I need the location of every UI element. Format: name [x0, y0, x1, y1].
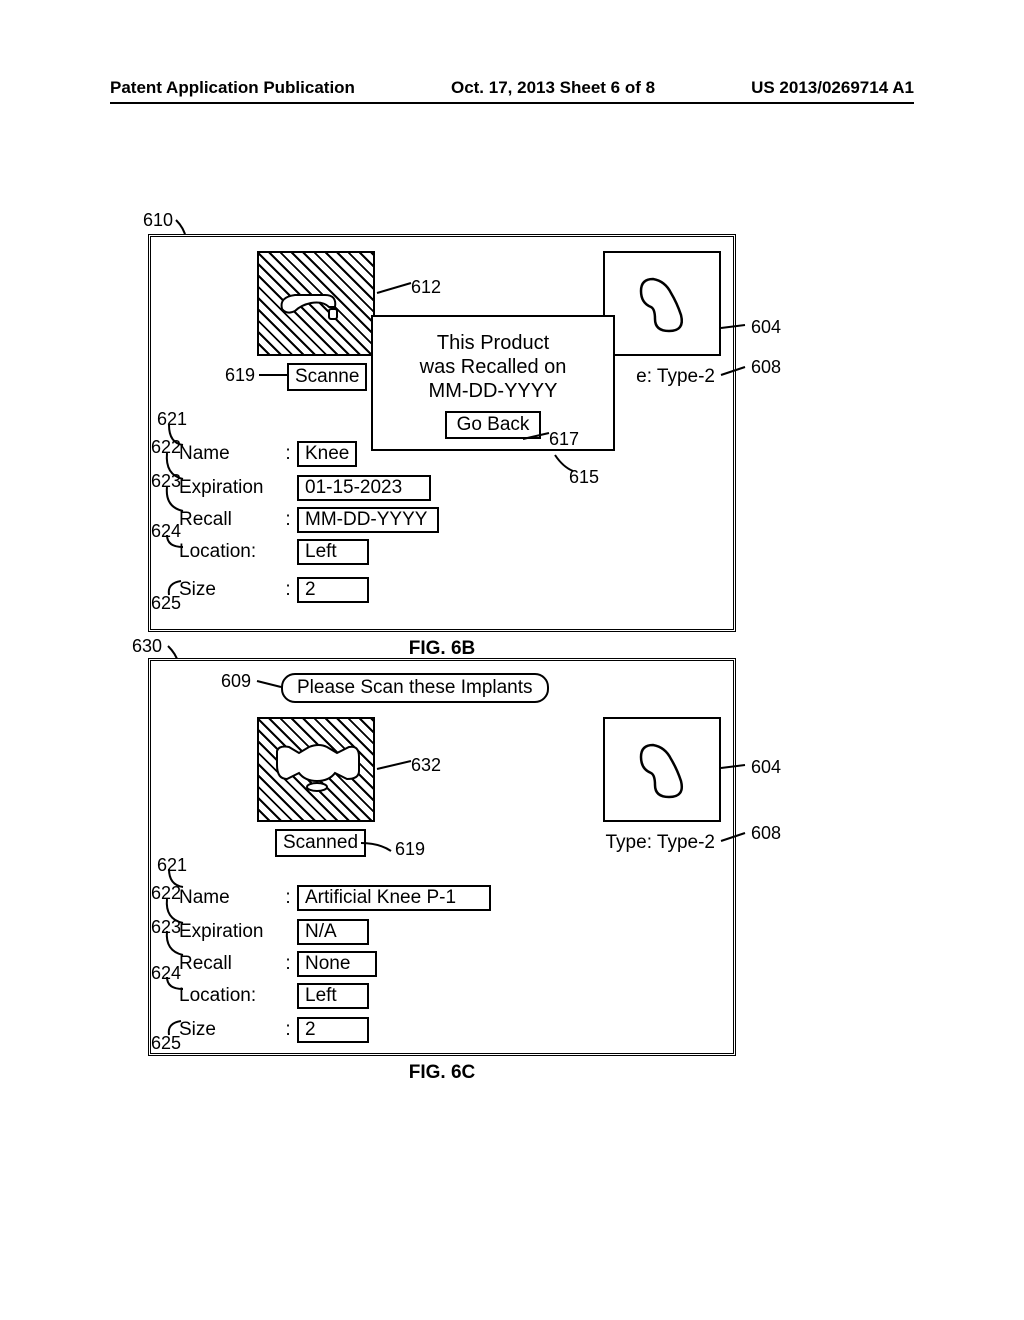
implant-icon — [631, 273, 701, 343]
outline-thumbnail — [603, 717, 721, 822]
knee-icon — [269, 743, 367, 809]
implant-icon — [631, 739, 701, 809]
callout-num: 609 — [221, 671, 251, 692]
panel-c: Please Scan these Implants 609 Scanned T… — [148, 658, 736, 1056]
callout-num: 630 — [132, 636, 162, 657]
popup-line2: was Recalled on — [389, 355, 597, 379]
leader-arc — [165, 487, 185, 513]
popup-line1: This Product — [389, 331, 597, 355]
leader-arc — [167, 869, 187, 889]
value-expiration: N/A — [297, 919, 369, 945]
callout-num: 612 — [411, 277, 441, 298]
colon: : — [279, 509, 297, 531]
colon: : — [279, 579, 297, 601]
leader-arc — [167, 581, 187, 599]
knee-icon — [277, 291, 357, 341]
label-expiration: Expiration — [179, 477, 279, 499]
label-location: Location: — [179, 541, 279, 563]
row-location: Location: Left — [179, 983, 369, 1009]
scanned-thumbnail — [257, 251, 375, 356]
colon: : — [279, 443, 297, 465]
label-size: Size — [179, 1019, 279, 1041]
value-name: Artificial Knee P-1 — [297, 885, 491, 911]
label-expiration: Expiration — [179, 921, 279, 943]
figure-6c: 630 Please Scan these Implants 609 Sca — [148, 658, 736, 1084]
callout-num: 604 — [751, 317, 781, 338]
colon: : — [279, 887, 297, 909]
label-size: Size — [179, 579, 279, 601]
figure-6b: 610 Scanne e: Type-2 Name — [148, 234, 736, 660]
header-right: US 2013/0269714 A1 — [751, 78, 914, 98]
leader-line — [361, 839, 397, 855]
type-label: Type: Type-2 — [600, 831, 722, 855]
leader-arc — [165, 535, 185, 551]
leader-line — [377, 281, 415, 297]
header-left: Patent Application Publication — [110, 78, 355, 98]
type-label: e: Type-2 — [630, 365, 721, 389]
value-recall: None — [297, 951, 377, 977]
scanned-badge: Scanne — [287, 363, 367, 391]
callout-num: 604 — [751, 757, 781, 778]
row-expiration: Expiration N/A — [179, 919, 369, 945]
callout-num: 617 — [549, 429, 579, 450]
callout-num: 619 — [225, 365, 255, 386]
label-name: Name — [179, 443, 279, 465]
row-name: Name : Knee — [179, 441, 357, 467]
scanned-badge: Scanned — [275, 829, 366, 857]
value-size: 2 — [297, 577, 369, 603]
leader-line — [257, 679, 283, 691]
fig-label-b: FIG. 6B — [148, 638, 736, 660]
fig-label-c: FIG. 6C — [148, 1062, 736, 1084]
page-header: Patent Application Publication Oct. 17, … — [110, 78, 914, 104]
leader-line — [555, 455, 579, 475]
row-recall: Recall : MM-DD-YYYY — [179, 507, 439, 533]
callout-num: 619 — [395, 839, 425, 860]
value-recall: MM-DD-YYYY — [297, 507, 439, 533]
row-name: Name : Artificial Knee P-1 — [179, 885, 491, 911]
label-location: Location: — [179, 985, 279, 1007]
panel-b: Scanne e: Type-2 Name : Knee Expiration … — [148, 234, 736, 632]
callout-num: 608 — [751, 357, 781, 378]
scanned-thumbnail — [257, 717, 375, 822]
value-expiration: 01-15-2023 — [297, 475, 431, 501]
leader-line — [721, 831, 747, 843]
leader-line — [377, 759, 415, 773]
value-location: Left — [297, 539, 369, 565]
leader-arc — [165, 977, 185, 993]
value-size: 2 — [297, 1017, 369, 1043]
leader-arc — [165, 899, 185, 925]
page: Patent Application Publication Oct. 17, … — [0, 0, 1024, 1320]
leader-arc — [167, 425, 187, 449]
colon: : — [279, 953, 297, 975]
label-recall: Recall — [179, 953, 279, 975]
callout-num: 608 — [751, 823, 781, 844]
row-recall: Recall : None — [179, 951, 377, 977]
leader-arc — [167, 1021, 187, 1039]
leader-arc — [165, 453, 185, 481]
value-name: Knee — [297, 441, 357, 467]
callout-num: 632 — [411, 755, 441, 776]
outline-thumbnail — [603, 251, 721, 356]
prompt-pill: Please Scan these Implants — [281, 673, 549, 703]
colon: : — [279, 1019, 297, 1041]
leader-line — [721, 763, 747, 773]
popup-line3: MM-DD-YYYY — [389, 379, 597, 403]
leader-line — [523, 431, 551, 443]
label-name: Name — [179, 887, 279, 909]
leader-line — [721, 365, 747, 377]
row-size: Size : 2 — [179, 1017, 369, 1043]
row-location: Location: Left — [179, 539, 369, 565]
leader-arc — [165, 931, 185, 957]
label-recall: Recall — [179, 509, 279, 531]
header-mid: Oct. 17, 2013 Sheet 6 of 8 — [451, 78, 655, 98]
callout-num: 610 — [143, 210, 173, 231]
row-size: Size : 2 — [179, 577, 369, 603]
leader-line — [259, 371, 289, 381]
leader-line — [721, 323, 747, 333]
row-expiration: Expiration 01-15-2023 — [179, 475, 431, 501]
value-location: Left — [297, 983, 369, 1009]
